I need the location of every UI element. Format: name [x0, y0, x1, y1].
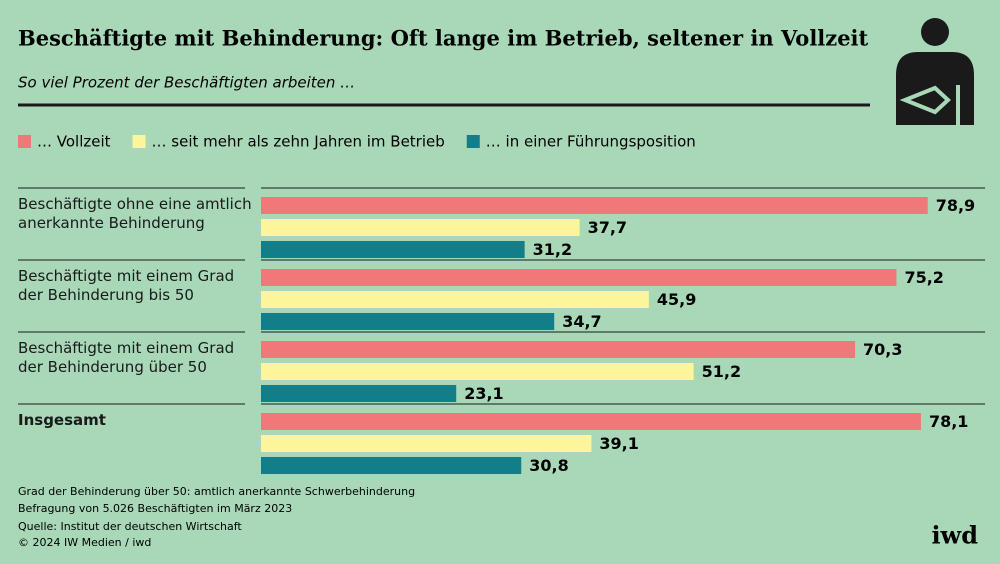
- bar: [261, 341, 856, 358]
- bar: [261, 385, 457, 402]
- note: Grad der Behinderung über 50: amtlich an…: [18, 485, 415, 498]
- value-label: 23,1: [464, 384, 503, 403]
- value-label: 75,2: [904, 268, 943, 287]
- bar: [261, 219, 580, 236]
- bar: [261, 413, 921, 430]
- bar: [261, 313, 555, 330]
- value-label: 51,2: [702, 362, 741, 381]
- bar: [261, 435, 592, 452]
- copyright: © 2024 IW Medien / iwd: [18, 536, 151, 549]
- bar: [261, 269, 897, 286]
- value-label: 78,9: [936, 196, 975, 215]
- chart-title: Beschäftigte mit Behinderung: Oft lange …: [18, 26, 869, 51]
- value-label: 45,9: [657, 290, 696, 309]
- category-label: Insgesamt: [18, 411, 106, 429]
- value-label: 70,3: [863, 340, 902, 359]
- value-label: 31,2: [533, 240, 572, 259]
- chart-subtitle: So viel Prozent der Beschäftigten arbeit…: [18, 74, 355, 92]
- value-label: 78,1: [929, 412, 968, 431]
- value-label: 37,7: [588, 218, 627, 237]
- value-label: 34,7: [562, 312, 601, 331]
- legend-swatch: [132, 135, 146, 148]
- legend-label: … seit mehr als zehn Jahren im Betrieb: [152, 133, 445, 151]
- bar: [261, 241, 525, 258]
- category-label: Beschäftigte ohne eine amtlich anerkannt…: [18, 195, 252, 232]
- logo: iwd: [931, 521, 978, 550]
- bar: [261, 291, 649, 308]
- legend-swatch: [18, 135, 31, 148]
- value-label: 39,1: [599, 434, 638, 453]
- legend-swatch: [466, 135, 480, 148]
- legend-label: … in einer Führungsposition: [486, 133, 696, 151]
- source: Quelle: Institut der deutschen Wirtschaf…: [18, 520, 242, 533]
- value-label: 30,8: [529, 456, 568, 475]
- bar: [261, 197, 928, 214]
- bar: [261, 363, 694, 380]
- bar: [261, 457, 522, 474]
- person-icon: [896, 18, 974, 125]
- legend-label: … Vollzeit: [37, 133, 111, 151]
- note: Befragung von 5.026 Beschäftigten im Mär…: [18, 502, 292, 515]
- category-label: Beschäftigte mit einem Grad der Behinder…: [18, 339, 235, 376]
- category-label: Beschäftigte mit einem Grad der Behinder…: [18, 267, 235, 304]
